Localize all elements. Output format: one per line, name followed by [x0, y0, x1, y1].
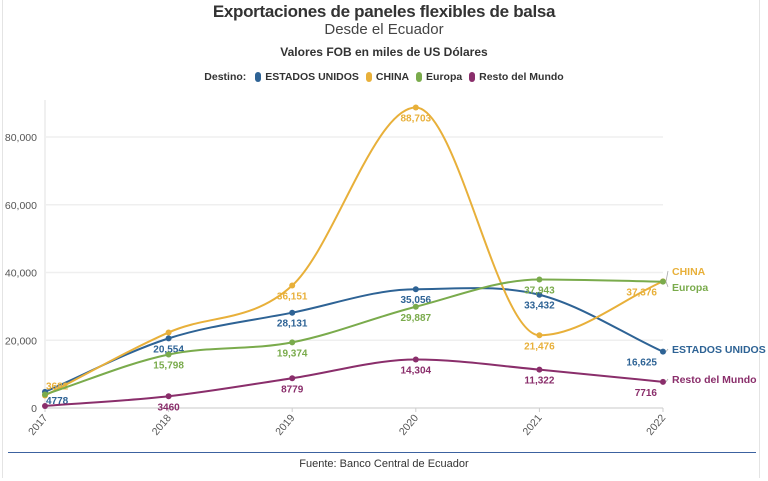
legend-label-europa[interactable]: Europa [426, 71, 463, 84]
x-tick-label: 2022 [644, 412, 668, 438]
x-tick-label: 2019 [273, 412, 297, 438]
end-label-connector [665, 348, 669, 352]
data-label-china: 36,151 [277, 292, 308, 303]
data-point-resto-del-mundo [660, 378, 666, 385]
data-label-europa: 19,374 [277, 348, 308, 359]
legend: Destino: ESTADOS UNIDOS CHINA Europa Res… [0, 71, 768, 83]
data-label-europa: 37,943 [524, 285, 555, 296]
series-line-china [44, 106, 664, 397]
data-point-europa [536, 276, 543, 283]
data-point-china [289, 282, 296, 289]
data-point-resto-del-mundo [412, 356, 419, 363]
series-line-resto-del-mundo [44, 358, 664, 407]
end-label-connector [665, 378, 669, 383]
units-note: Valores FOB en miles de US Dólares [280, 45, 488, 59]
end-label-estados-unidos: ESTADOS UNIDOS [672, 344, 766, 356]
data-point-china [536, 332, 543, 339]
y-tick-label: 60,000 [5, 200, 37, 212]
data-label-estados-unidos: 35,056 [401, 295, 432, 306]
x-tick-label: 2021 [520, 412, 544, 438]
data-label-europa: 15,798 [153, 360, 184, 371]
end-label-china: CHINA [672, 266, 706, 278]
x-tick-label: 2017 [26, 412, 50, 438]
legend-title: Destino: [204, 71, 247, 84]
series-line-europa [44, 278, 664, 396]
legend-swatch-estados-unidos [255, 72, 262, 83]
footer-rule [8, 452, 756, 453]
data-label-resto-del-mundo: 7716 [635, 388, 658, 399]
data-point-resto-del-mundo [42, 402, 48, 409]
data-label-china: 88,703 [401, 114, 432, 125]
legend-label-china[interactable]: CHINA [375, 71, 410, 84]
data-point-europa [660, 278, 666, 285]
data-point-estados-unidos [412, 286, 419, 293]
data-point-europa [165, 351, 172, 358]
data-label-estados-unidos: 33,432 [524, 301, 555, 312]
legend-swatch-china [365, 72, 372, 83]
legend-swatch-europa [416, 72, 423, 83]
data-point-china [165, 329, 172, 336]
data-label-estados-unidos: 16,625 [626, 358, 657, 369]
data-point-europa [412, 303, 419, 310]
data-point-estados-unidos [165, 335, 172, 342]
end-label-connector [665, 270, 669, 282]
y-tick-label: 0 [31, 403, 37, 415]
x-tick-label: 2020 [397, 412, 421, 438]
data-point-europa [289, 339, 296, 346]
data-label-china: 3682 [46, 382, 69, 393]
source-note: Fuente: Banco Central de Ecuador [299, 458, 469, 470]
y-tick-label: 40,000 [5, 268, 37, 280]
y-tick-label: 20,000 [5, 335, 37, 347]
data-point-europa [42, 391, 48, 398]
end-label-resto-del-mundo: Resto del Mundo [672, 374, 757, 386]
data-point-resto-del-mundo [289, 375, 296, 382]
data-label-china: 37,376 [626, 287, 657, 298]
chart-title: Exportaciones de paneles flexibles de ba… [212, 2, 556, 21]
data-label-resto-del-mundo: 8779 [281, 384, 304, 395]
data-point-estados-unidos [660, 348, 666, 355]
series-line-estados-unidos [44, 287, 664, 393]
data-point-estados-unidos [536, 291, 543, 298]
end-label-europa: Europa [672, 282, 708, 294]
legend-swatch-resto [469, 72, 476, 83]
data-label-estados-unidos: 20,554 [153, 344, 184, 355]
chart-subtitle: Desde el Ecuador [324, 21, 444, 38]
data-point-estados-unidos [289, 309, 296, 316]
legend-label-estados-unidos[interactable]: ESTADOS UNIDOS [265, 71, 359, 84]
end-label-connector [665, 281, 669, 288]
data-label-estados-unidos: 28,131 [277, 319, 308, 330]
x-tick-label: 2018 [150, 412, 174, 438]
data-label-resto-del-mundo: 14,304 [401, 366, 432, 377]
data-label-europa: 29,887 [401, 313, 432, 324]
legend-label-resto[interactable]: Resto del Mundo [479, 71, 564, 84]
y-tick-label: 80,000 [5, 132, 37, 144]
data-label-china: 21,476 [524, 341, 555, 352]
data-point-resto-del-mundo [165, 393, 172, 400]
data-label-estados-unidos: 4778 [46, 396, 69, 407]
data-point-china [412, 104, 419, 111]
data-label-resto-del-mundo: 3460 [157, 402, 180, 413]
data-point-resto-del-mundo [536, 366, 543, 373]
data-label-resto-del-mundo: 11,322 [524, 376, 554, 387]
